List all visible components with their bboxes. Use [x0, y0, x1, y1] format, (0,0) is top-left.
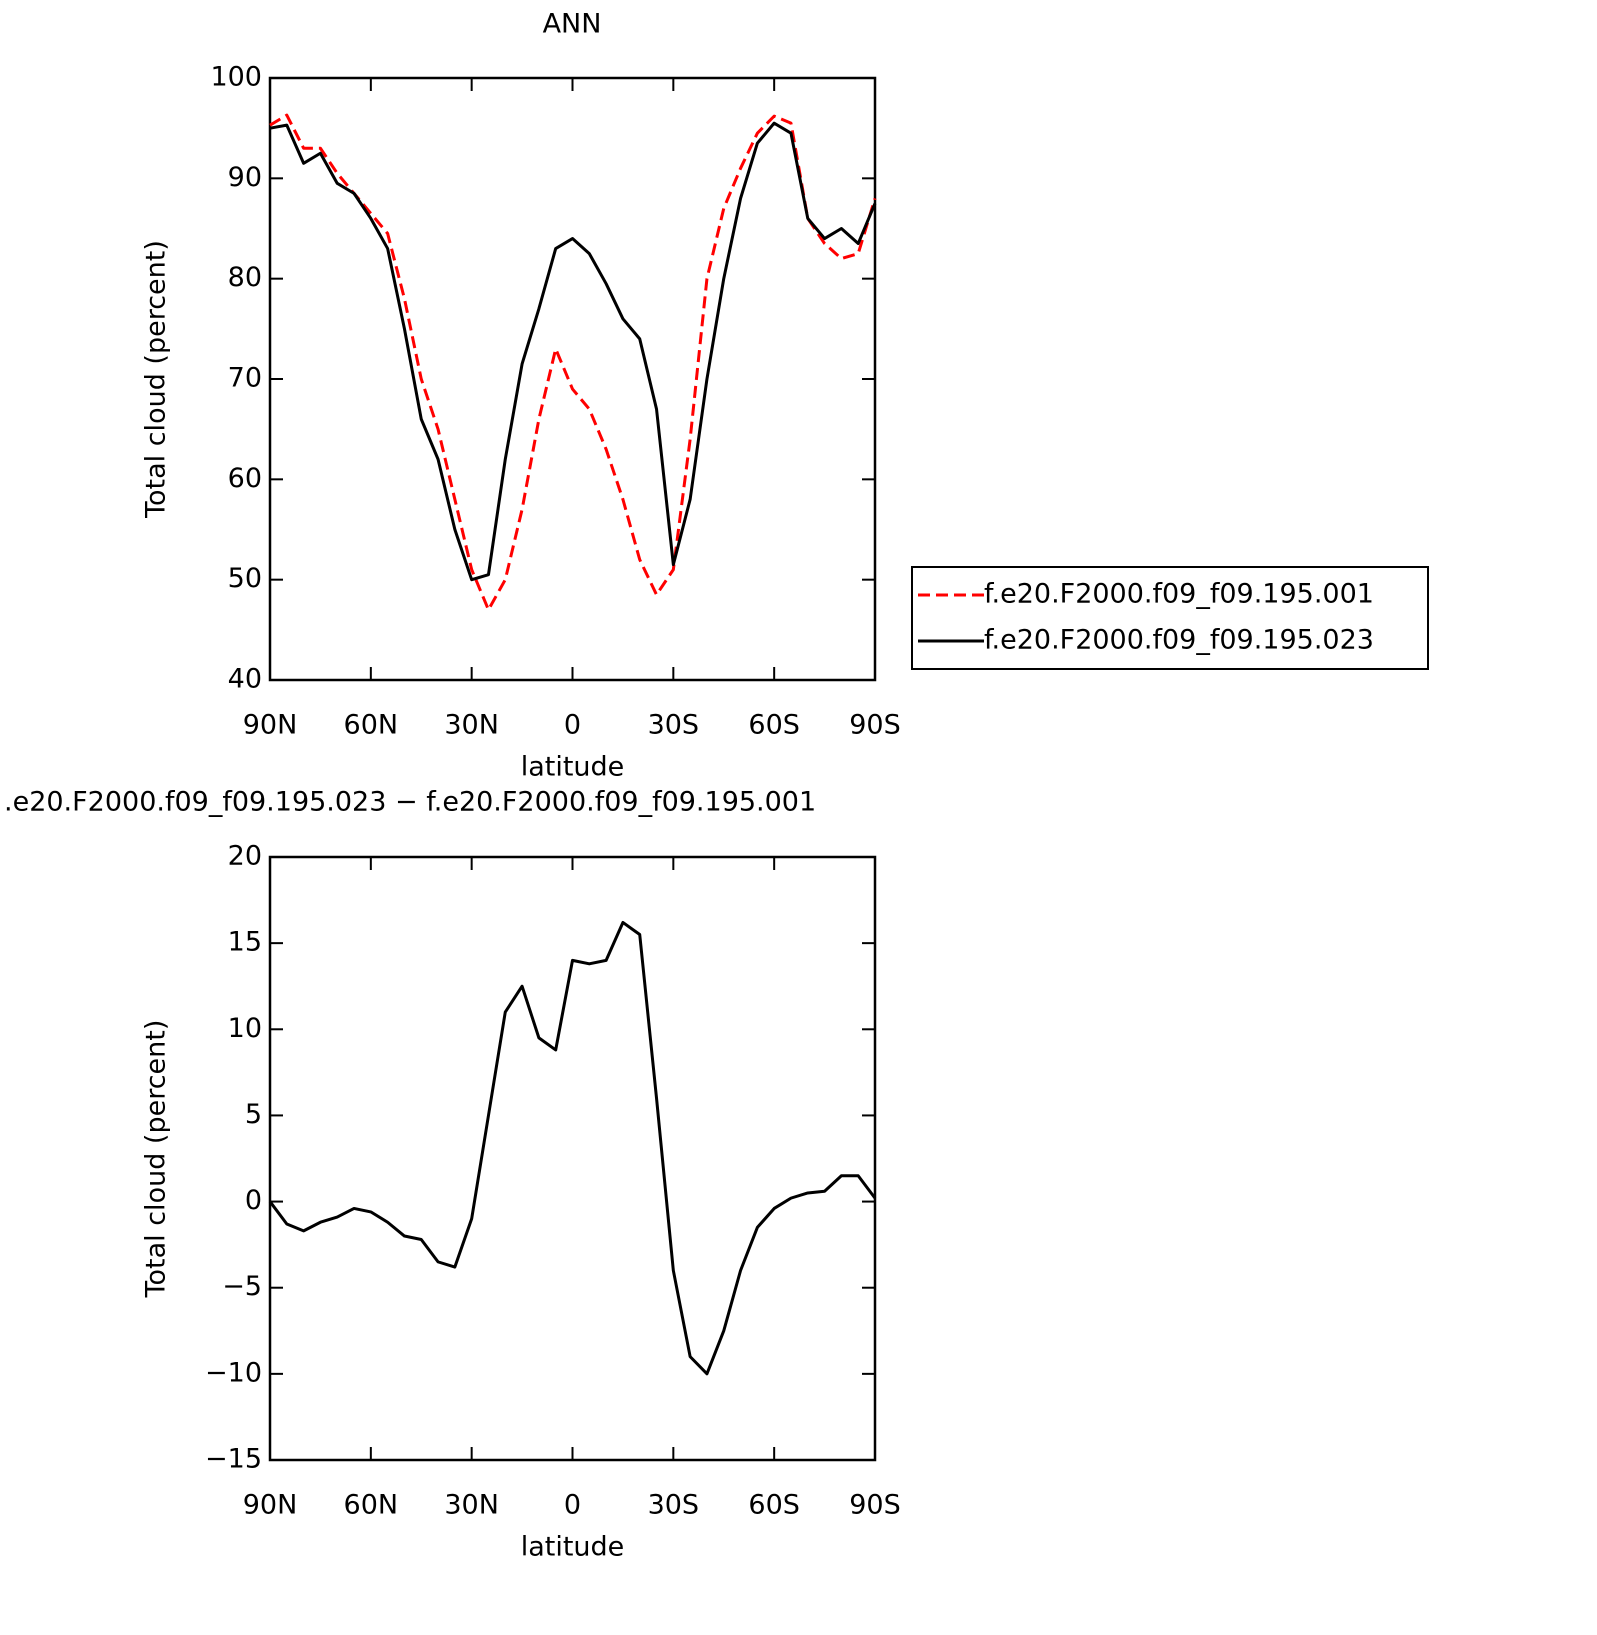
y-tick-label: 50 — [228, 563, 262, 594]
y-tick-label: 20 — [228, 841, 262, 872]
y-axis-label: Total cloud (percent) — [141, 240, 172, 519]
legend-box — [911, 566, 1429, 670]
legend-label: f.e20.F2000.f09_f09.195.001 — [984, 579, 1374, 610]
x-axis-label: latitude — [521, 1532, 625, 1563]
x-tick-label: 90S — [849, 710, 901, 741]
y-tick-label: 10 — [228, 1013, 262, 1044]
y-tick-label: 90 — [228, 162, 262, 193]
data-line — [269, 121, 877, 582]
y-tick-label: −15 — [205, 1444, 262, 1475]
x-tick-label: 90N — [243, 1490, 298, 1521]
x-tick-label: 60N — [344, 1490, 399, 1521]
chart-title: ANN — [543, 9, 602, 40]
y-tick-label: −10 — [205, 1357, 262, 1388]
x-tick-label: 0 — [564, 710, 581, 741]
y-tick-label: −5 — [222, 1271, 262, 1302]
x-tick-label: 30N — [444, 710, 499, 741]
x-axis-label: latitude — [521, 752, 625, 783]
plot-frame — [268, 76, 877, 682]
y-tick-label: 80 — [228, 262, 262, 293]
y-tick-label: 70 — [228, 363, 262, 394]
x-tick-label: 60N — [344, 710, 399, 741]
y-tick-label: 0 — [245, 1185, 262, 1216]
x-tick-label: 90S — [849, 1490, 901, 1521]
x-tick-label: 30S — [648, 710, 700, 741]
plot-frame — [268, 855, 877, 1462]
y-tick-label: 5 — [245, 1099, 262, 1130]
chart-title: .e20.F2000.f09_f09.195.023 − f.e20.F2000… — [4, 787, 816, 818]
x-tick-label: 0 — [564, 1490, 581, 1521]
x-tick-label: 90N — [243, 710, 298, 741]
x-tick-label: 30N — [444, 1490, 499, 1521]
y-tick-label: 15 — [228, 927, 262, 958]
legend-label: f.e20.F2000.f09_f09.195.023 — [984, 625, 1374, 656]
data-line — [268, 920, 877, 1376]
y-tick-label: 100 — [210, 62, 262, 93]
x-tick-label: 30S — [648, 1490, 700, 1521]
x-tick-label: 60S — [748, 710, 800, 741]
y-tick-label: 60 — [228, 463, 262, 494]
data-line — [269, 113, 877, 612]
x-tick-label: 60S — [748, 1490, 800, 1521]
y-tick-label: 40 — [228, 664, 262, 695]
y-axis-label: Total cloud (percent) — [141, 1020, 172, 1299]
